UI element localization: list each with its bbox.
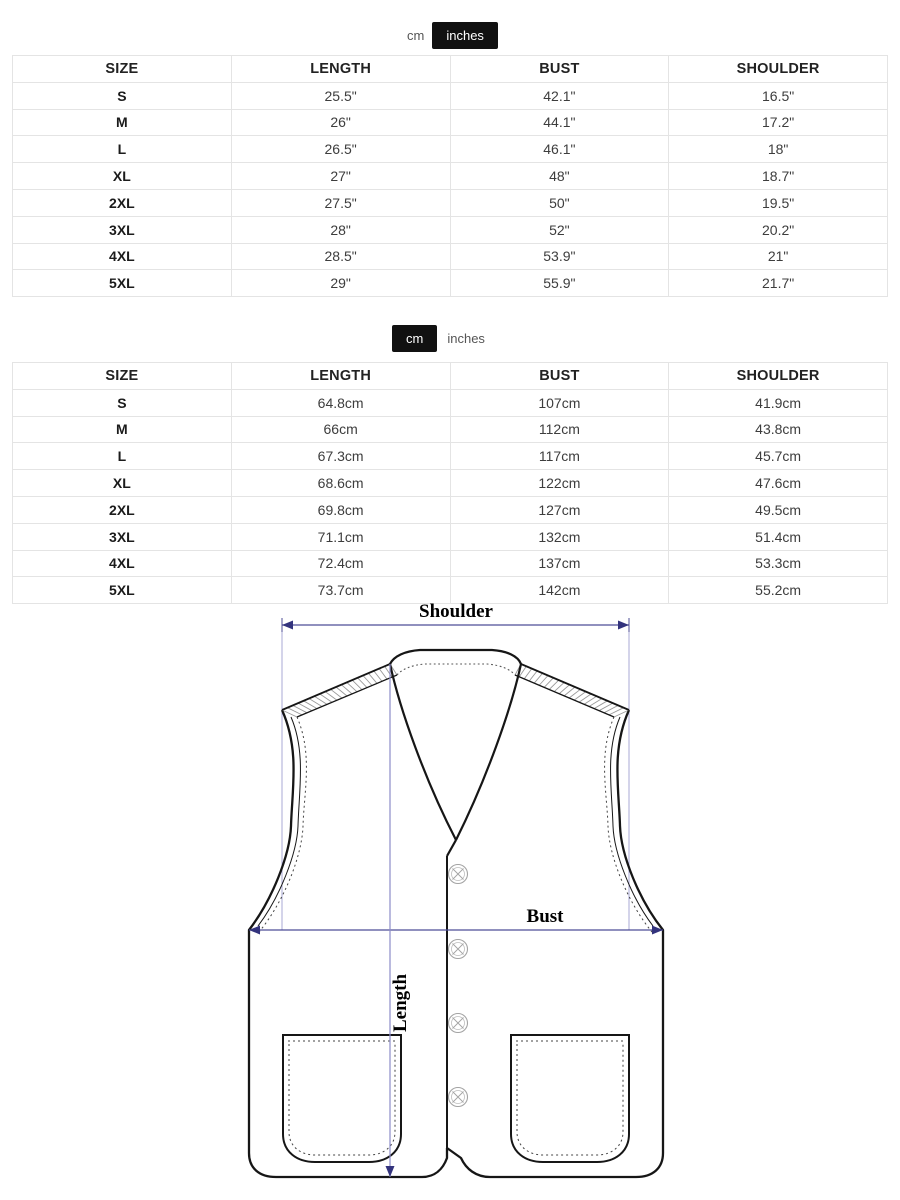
svg-text:Shoulder: Shoulder — [419, 601, 493, 622]
svg-text:Length: Length — [390, 974, 411, 1033]
svg-text:Bust: Bust — [527, 906, 565, 927]
